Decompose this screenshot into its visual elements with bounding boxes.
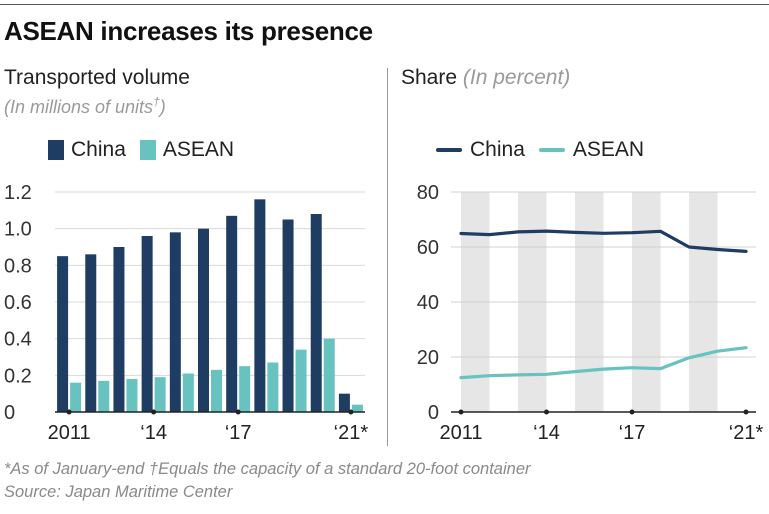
bar-x-tick-label: 2011 <box>48 422 91 440</box>
left-legend: China ASEAN <box>48 138 248 162</box>
bar-x-tick-label: ‘21* <box>334 422 369 440</box>
line-y-tick-label: 20 <box>417 347 439 369</box>
line-y-tick-label: 0 <box>428 402 439 424</box>
legend-label-asean: ASEAN <box>162 138 235 161</box>
right-panel-title-wrap: Share (In percent) <box>401 66 570 90</box>
left-subtitle-close: ) <box>159 97 166 117</box>
bar-china <box>57 256 69 412</box>
left-subtitle-text: (In millions of units <box>4 97 154 117</box>
bar-x-tick <box>348 409 354 415</box>
line-legend-label-china: China <box>470 138 525 161</box>
bar-china <box>310 214 322 412</box>
bar-x-tick <box>235 409 241 415</box>
line-asean <box>459 346 748 380</box>
line-x-tick <box>743 409 749 415</box>
line-x-tick <box>458 409 464 415</box>
right-panel-subtitle: (In percent) <box>462 66 571 89</box>
bar-china <box>198 228 209 412</box>
bar-asean <box>70 382 82 412</box>
line-china <box>459 229 748 254</box>
legend-item-asean: ASEAN <box>139 138 235 162</box>
bar-asean <box>98 380 110 412</box>
bar-y-tick-label: 0.4 <box>4 329 32 351</box>
bar-china <box>169 232 181 412</box>
bar-asean <box>267 362 279 412</box>
bar-china <box>113 247 125 412</box>
legend-swatch-asean <box>139 140 156 160</box>
bar-asean <box>239 366 251 412</box>
line-x-tick-label: 2011 <box>439 422 482 440</box>
bar-asean <box>211 369 222 412</box>
legend-item-china: China <box>48 138 126 162</box>
bar-asean <box>126 379 138 412</box>
bar-x-tick-label: ‘14 <box>140 422 167 440</box>
line-legend-swatch-asean <box>538 148 565 152</box>
panel-divider <box>387 68 388 446</box>
bar-asean <box>351 404 363 412</box>
right-panel-title: Share <box>401 66 458 89</box>
bar-china <box>226 215 238 412</box>
bar-y-tick-label: 0.8 <box>4 255 32 277</box>
bar-asean <box>323 338 335 412</box>
right-legend: China ASEAN <box>436 138 658 162</box>
bar-y-tick-label: 0 <box>4 402 15 424</box>
bar-y-tick-label: 1.0 <box>4 219 32 241</box>
line-legend-item-asean: ASEAN <box>538 138 645 162</box>
left-panel-subtitle: (In millions of units†) <box>4 95 166 118</box>
bar-asean <box>295 349 307 412</box>
line-x-tick-label: ‘17 <box>619 422 646 440</box>
line-x-tick-label: ‘21* <box>729 422 764 440</box>
line-y-tick-label: 40 <box>417 292 439 314</box>
bar-x-tick <box>66 409 72 415</box>
footnote-line2: Source: Japan Maritime Center <box>4 483 233 501</box>
line-x-tick <box>629 409 635 415</box>
bar-chart: 0 0.2 0.4 0.6 0.8 1.0 1.2 2011 ‘14 ‘17 ‘21* <box>4 182 369 440</box>
bar-china <box>282 219 294 412</box>
left-subtitle-dagger: † <box>153 95 160 109</box>
bar-asean <box>154 377 166 412</box>
line-legend-item-china: China <box>436 138 525 162</box>
bar-y-tick-label: 0.6 <box>4 292 32 314</box>
legend-label-china: China <box>71 138 126 161</box>
line-y-tick-label: 80 <box>417 182 439 204</box>
bar-china <box>338 393 350 412</box>
chart-title: ASEAN increases its presence <box>4 16 373 46</box>
bar-china <box>141 236 153 412</box>
left-panel-title: Transported volume <box>4 66 190 89</box>
footnote-line1: *As of January-end †Equals the capacity … <box>4 460 531 478</box>
top-rule <box>0 4 769 5</box>
line-legend-label-asean: ASEAN <box>572 138 645 161</box>
legend-swatch-china <box>48 140 64 160</box>
bar-china <box>85 254 97 412</box>
line-legend-swatch-china <box>436 148 462 152</box>
line-chart: 0 20 40 60 80 2011 ‘14 ‘17 ‘21* <box>417 182 764 440</box>
bar-asean <box>182 373 194 412</box>
bar-x-tick <box>151 409 157 415</box>
bar-y-tick-label: 0.2 <box>4 365 32 387</box>
bar-y-tick-label: 1.2 <box>4 182 32 204</box>
bar-x-tick-label: ‘17 <box>225 422 252 440</box>
bar-china <box>254 199 266 412</box>
line-x-tick <box>544 409 549 415</box>
line-y-tick-label: 60 <box>417 237 439 259</box>
line-x-tick-label: ‘14 <box>533 422 560 440</box>
